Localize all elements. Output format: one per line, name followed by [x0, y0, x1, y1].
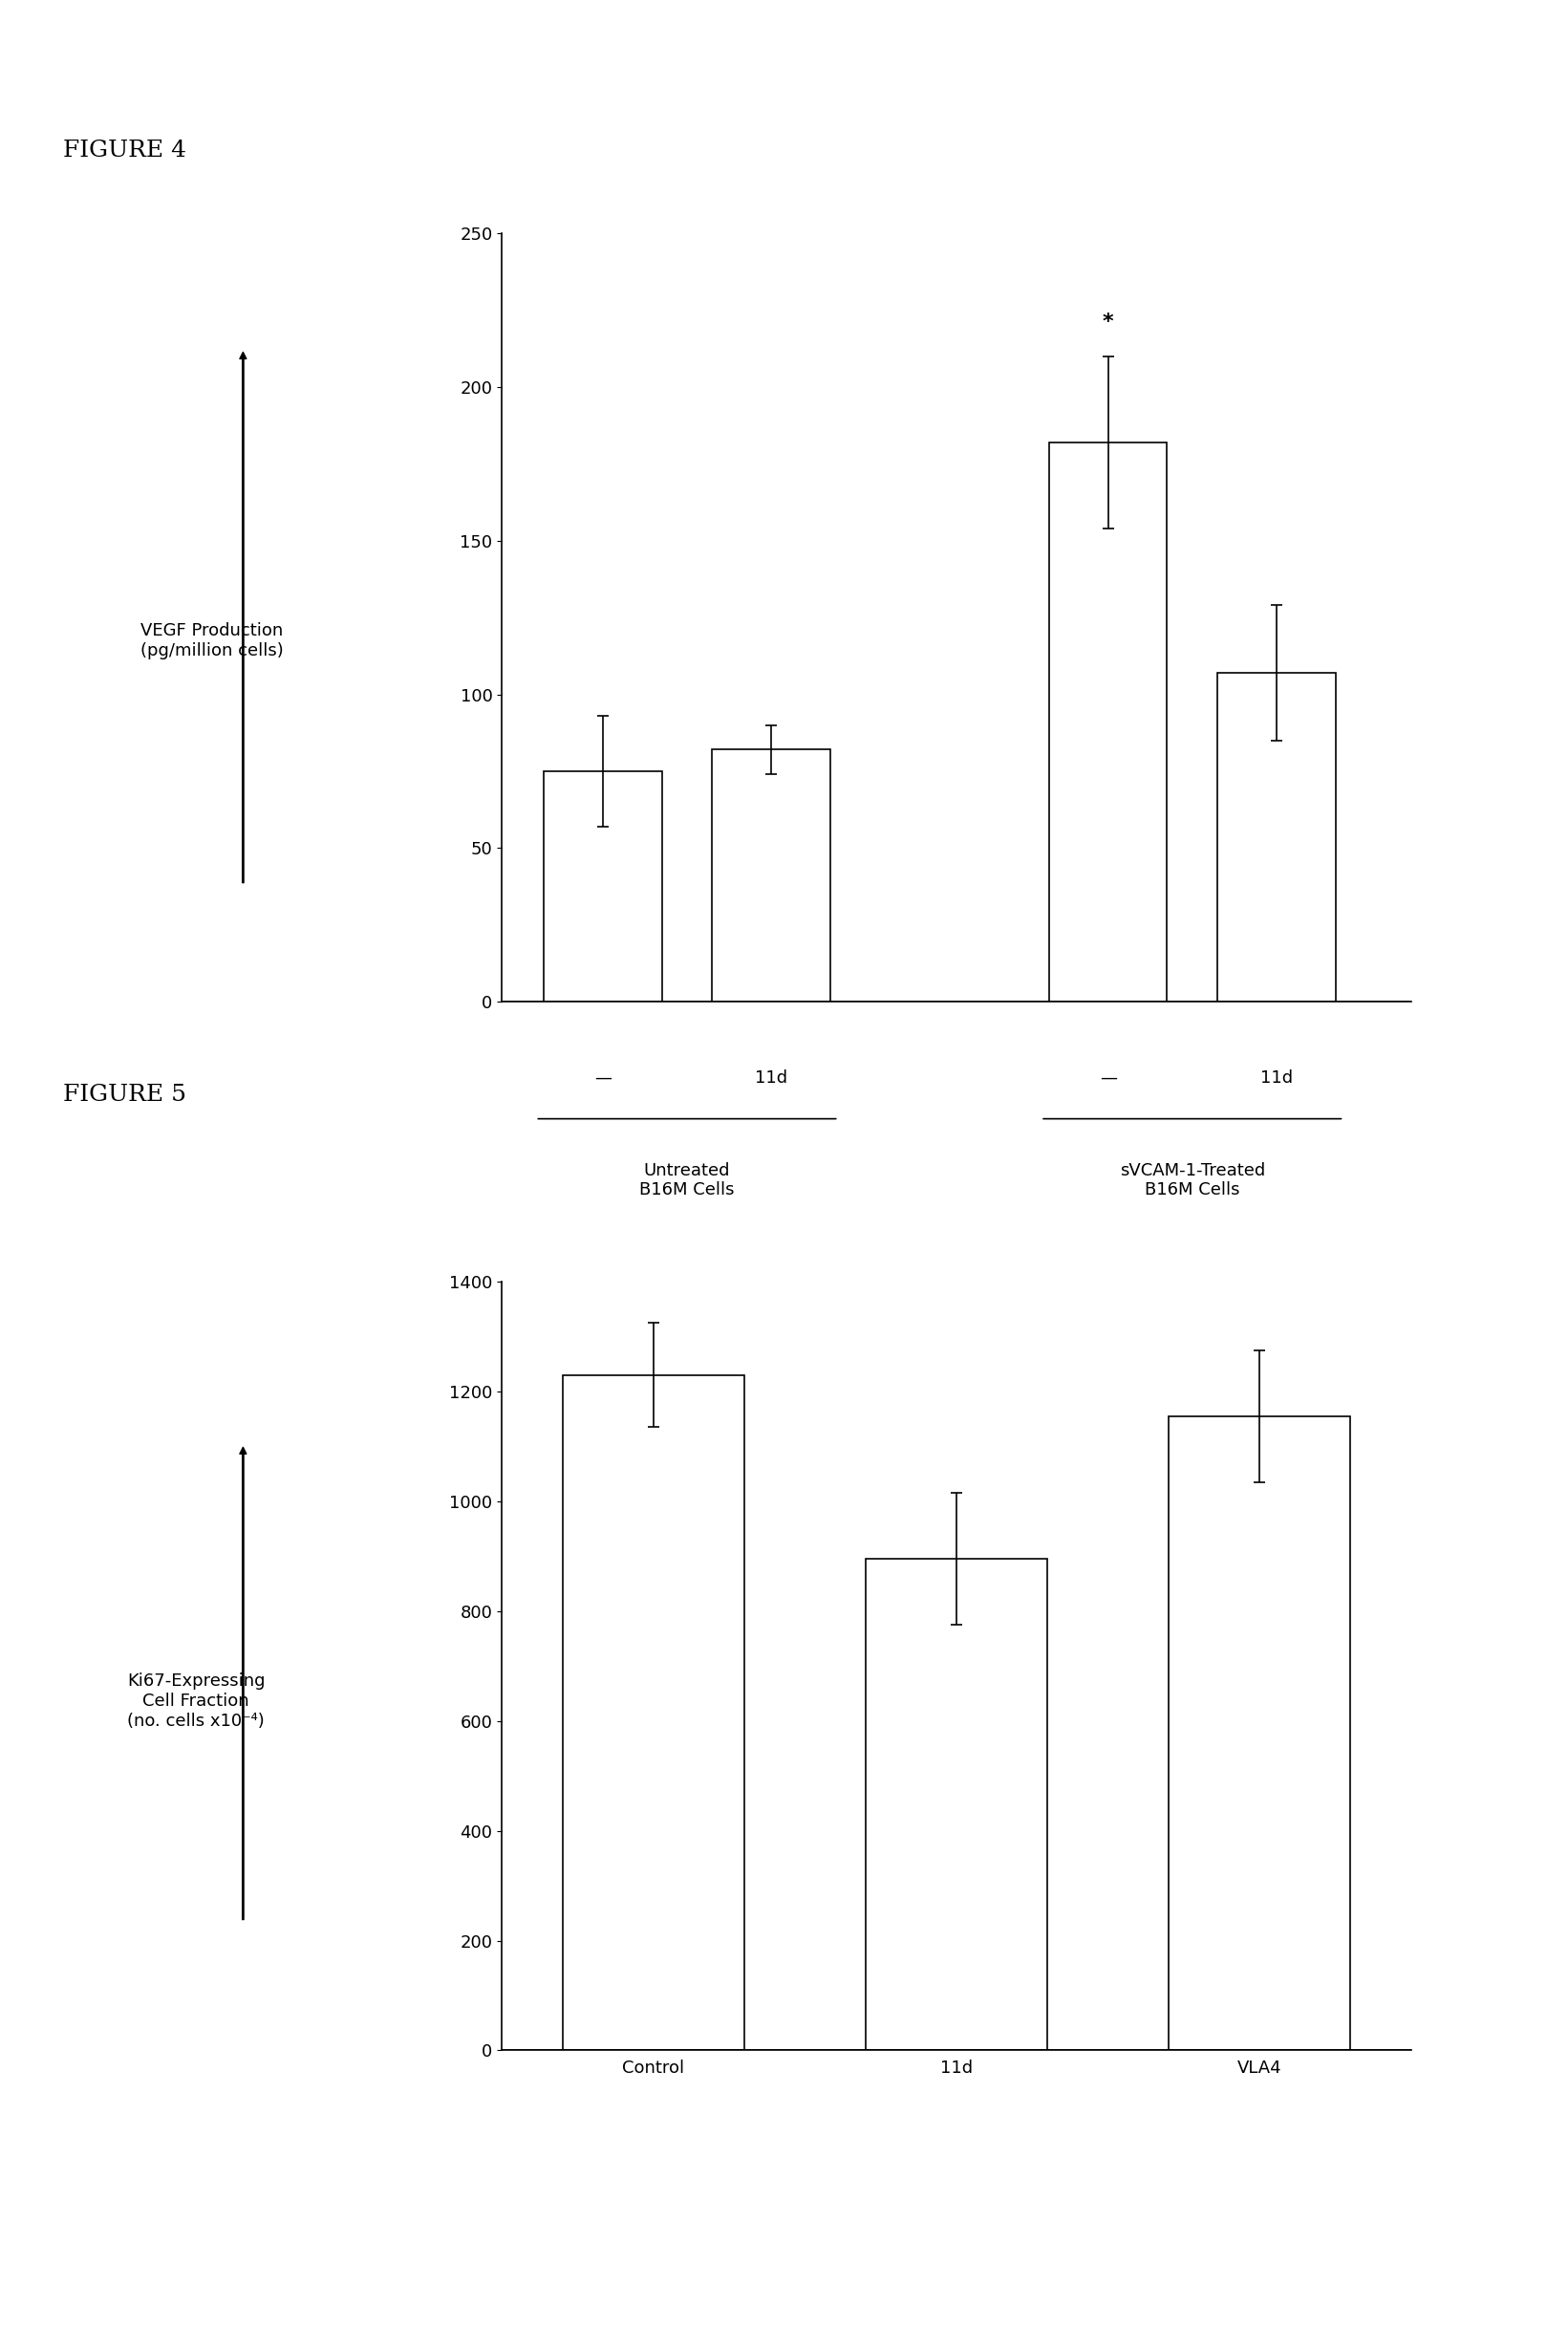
Text: *: * [1102, 312, 1113, 331]
Text: —: — [594, 1069, 612, 1086]
Bar [1049, 443, 1167, 1002]
Bar [563, 1375, 745, 2050]
Text: Untreated
B16M Cells: Untreated B16M Cells [640, 1163, 734, 1200]
Text: sVCAM-1-Treated
B16M Cells: sVCAM-1-Treated B16M Cells [1120, 1163, 1265, 1200]
Bar [712, 750, 829, 1002]
Bar [1168, 1417, 1350, 2050]
Text: Ki67-Expressing
Cell Fraction
(no. cells x10⁻⁴): Ki67-Expressing Cell Fraction (no. cells… [127, 1673, 265, 1729]
Bar [1217, 673, 1336, 1002]
Text: 11d: 11d [754, 1069, 787, 1086]
Bar [866, 1559, 1047, 2050]
Text: FIGURE 5: FIGURE 5 [63, 1083, 187, 1104]
Text: FIGURE 4: FIGURE 4 [63, 140, 187, 161]
Bar [544, 771, 662, 1002]
Text: —: — [1099, 1069, 1116, 1086]
Text: 11d: 11d [1261, 1069, 1292, 1086]
Text: VEGF Production
(pg/million cells): VEGF Production (pg/million cells) [140, 622, 284, 659]
